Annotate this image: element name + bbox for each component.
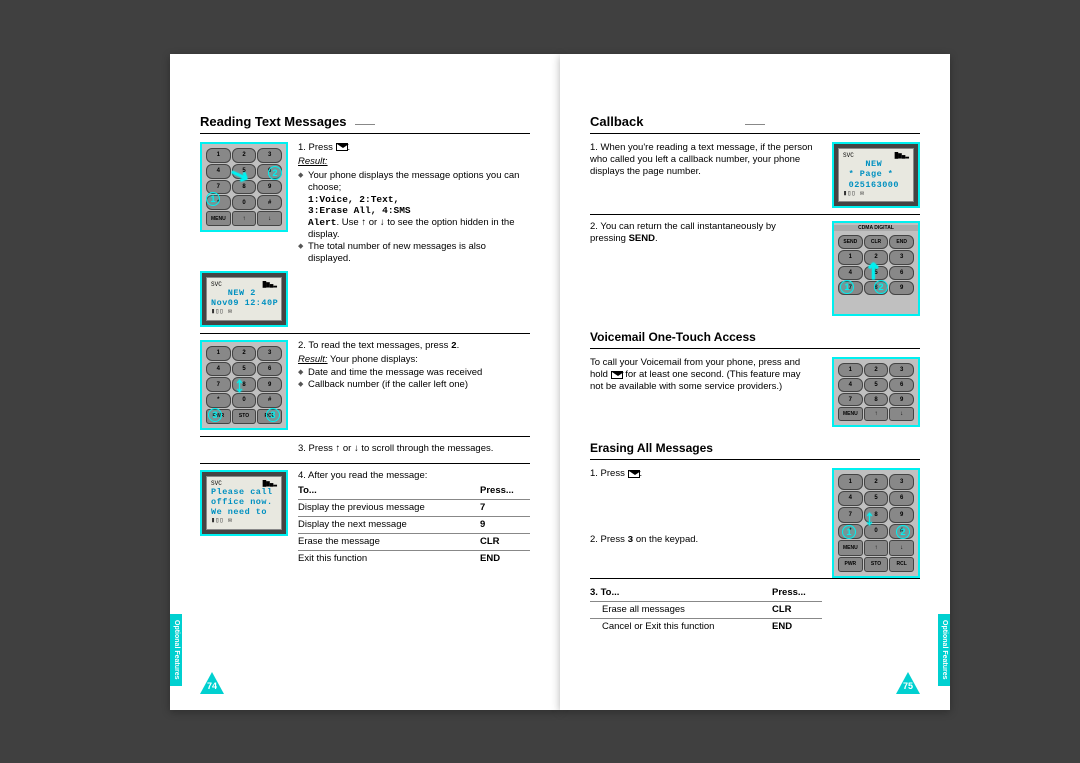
erase-step1: 1. Press . 123 456 789 *0# MENU↑↓ PWRSTO…: [590, 468, 920, 578]
step2-row: 123 456 789 *0# PWRSTORCL ↕ 3 3 2. To re…: [200, 340, 530, 430]
lcd-new2: SVC█▆▄▂ NEW 2 Nov09 12:40P ▮▯▯ ✉: [200, 271, 288, 327]
illus-send-keypad: CDMA DIGITAL SENDCLREND 123 456 789 ↗ 1 …: [832, 221, 920, 316]
rule: [590, 459, 920, 460]
page-number-74: 74: [200, 672, 224, 694]
press-table-right: 3. To...Press... Erase all messagesCLR C…: [590, 585, 822, 635]
step1-row: 123 456 789 *0# MENU↑↓ ↘ 1 2 1. Press . …: [200, 142, 530, 265]
rule: [200, 463, 530, 464]
rule: [200, 436, 530, 437]
lcd1-row: SVC█▆▄▂ NEW 2 Nov09 12:40P ▮▯▯ ✉: [200, 271, 530, 327]
content-right: Callback 1. When you're reading a text m…: [560, 54, 950, 710]
heading-voicemail: Voicemail One-Touch Access: [590, 330, 920, 344]
step1-text: 1. Press . Result: Your phone displays t…: [298, 142, 530, 265]
step2-text: 2. To read the text messages, press 2. R…: [298, 340, 530, 392]
bullet-total: The total number of new messages is also…: [298, 241, 530, 265]
envelope-icon: [628, 470, 640, 478]
svg-text:74: 74: [207, 681, 217, 691]
envelope-icon: [611, 371, 623, 379]
step4-row: SVC█▆▄▂ Please call office now. We need …: [200, 470, 530, 567]
illus-keypad-1: 123 456 789 *0# MENU↑↓ ↘ 1 2: [200, 142, 288, 232]
heading-reading: Reading Text Messages: [200, 114, 530, 129]
rule: [590, 214, 920, 215]
heading-callback: Callback: [590, 114, 920, 129]
svg-text:75: 75: [903, 681, 913, 691]
illus-voicemail-keypad: 123 456 789 MENU↑↓: [832, 357, 920, 427]
lcd-please-call: SVC█▆▄▂ Please call office now. We need …: [200, 470, 288, 536]
result-label: Result:: [298, 156, 328, 167]
rule: [200, 133, 530, 134]
callback-step2: 2. You can return the call instantaneous…: [590, 221, 920, 316]
content-left: Reading Text Messages 123 456 789 *0# ME…: [170, 54, 560, 710]
page-75: Optional Features Callback 1. When you'r…: [560, 54, 950, 710]
callback-step1: 1. When you're reading a text message, i…: [590, 142, 920, 208]
page-74: Optional Features Reading Text Messages …: [170, 54, 560, 710]
lcd-callback: SVC█▆▄▂ NEW * Page * 025163000 ▮▯▯ ✉: [832, 142, 920, 208]
rule: [200, 333, 530, 334]
illus-keypad-2: 123 456 789 *0# PWRSTORCL ↕ 3 3: [200, 340, 288, 430]
rule: [590, 348, 920, 349]
step1-label: 1. Press: [298, 142, 333, 153]
illus-erase-keypad: 123 456 789 *0# MENU↑↓ PWRSTORCL ↕ 1 2: [832, 468, 920, 578]
heading-erasing: Erasing All Messages: [590, 441, 920, 455]
envelope-icon: [336, 143, 348, 151]
step3-row: 3. Press or to scroll through the messag…: [200, 443, 530, 457]
voicemail-row: To call your Voicemail from your phone, …: [590, 357, 920, 427]
page-number-75: 75: [896, 672, 920, 694]
bullet-options: Your phone displays the message options …: [298, 170, 530, 241]
rule: [590, 578, 920, 579]
rule: [590, 133, 920, 134]
erase-step3: 3. To...Press... Erase all messagesCLR C…: [590, 585, 920, 635]
press-table-left: To...Press... Display the previous messa…: [298, 483, 530, 566]
